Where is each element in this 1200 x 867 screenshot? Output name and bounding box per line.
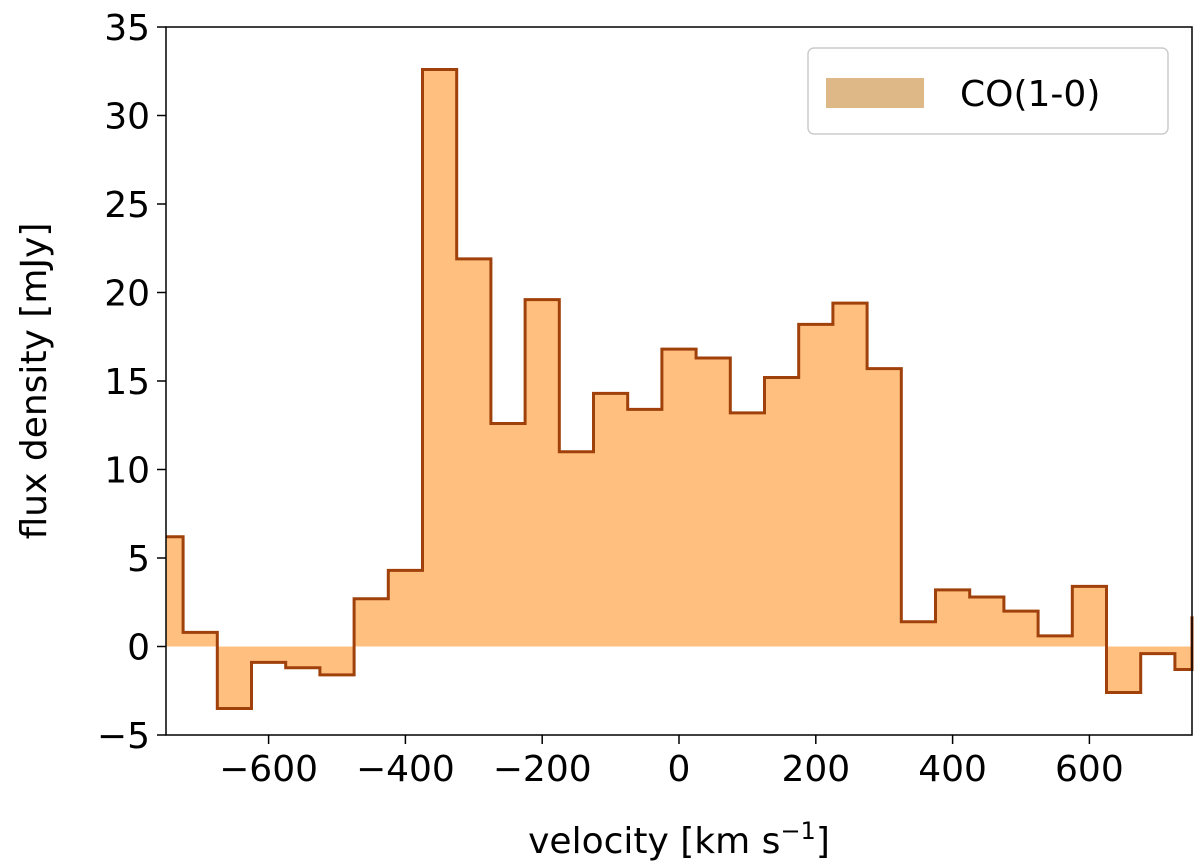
histogram-bin (935, 589, 971, 647)
histogram-bin (901, 621, 936, 647)
x-tick-label: 600 (1055, 749, 1124, 790)
y-tick-label: 10 (104, 451, 150, 492)
y-tick-label: 25 (104, 185, 150, 226)
y-tick-label: 30 (104, 97, 150, 138)
x-tick-label: 200 (781, 749, 850, 790)
histogram-bin (456, 258, 492, 647)
histogram-bin (319, 646, 355, 675)
y-axis-label: flux density [mJy] (14, 223, 55, 540)
histogram-bin (1140, 646, 1176, 654)
histogram-bin (1174, 646, 1193, 670)
x-tick-label: −200 (493, 749, 592, 790)
histogram-bin (422, 69, 458, 647)
histogram-bin (627, 409, 663, 647)
histogram-bin (764, 377, 800, 647)
y-tick-label: 5 (127, 539, 150, 580)
histogram-bin (1003, 611, 1039, 647)
x-axis-label: velocity [km s−1] (528, 817, 830, 862)
x-tick-label: −400 (356, 749, 455, 790)
histogram-bin (593, 393, 629, 647)
y-tick-label: 0 (127, 628, 150, 669)
histogram-bin (661, 349, 697, 647)
histogram-bin (1072, 586, 1107, 647)
histogram-bin (354, 598, 389, 647)
y-tick-label: 35 (104, 8, 150, 49)
x-axis: −600 −400 −200 0 200 400 600 (219, 735, 1124, 790)
legend-label-co: CO(1-0) (960, 74, 1100, 115)
x-tick-label: −600 (219, 749, 318, 790)
histogram-bin (559, 451, 594, 647)
y-tick-label: 20 (104, 274, 150, 315)
plot-frame (165, 26, 1193, 736)
y-tick-label: 15 (104, 362, 150, 403)
histogram-bin (251, 646, 287, 663)
histogram-bin (388, 570, 423, 647)
histogram-bin (217, 646, 252, 709)
histogram-bin (166, 536, 184, 647)
legend: CO(1-0) (807, 47, 1169, 135)
histogram-bin (1106, 646, 1142, 693)
x-tick-label: 0 (668, 749, 691, 790)
histogram-bin (285, 646, 321, 668)
legend-box (807, 47, 1169, 135)
plot-area (166, 67, 1194, 710)
legend-swatch (826, 78, 924, 108)
histogram-bin (867, 368, 902, 647)
histogram-bin (696, 357, 731, 647)
histogram-bin (490, 423, 526, 647)
histogram-bin (798, 324, 834, 647)
y-tick-label: −5 (97, 716, 150, 757)
histogram-bin (832, 303, 868, 647)
histogram-bin (1038, 635, 1073, 647)
histogram-bin (183, 632, 218, 647)
histogram-bin (525, 299, 560, 647)
y-axis: −5 0 5 10 15 20 25 30 35 (97, 8, 166, 757)
histogram-bin (730, 412, 765, 647)
spectrum-step-line (166, 67, 1194, 710)
histogram-bin (969, 596, 1005, 647)
x-tick-label: 400 (918, 749, 987, 790)
